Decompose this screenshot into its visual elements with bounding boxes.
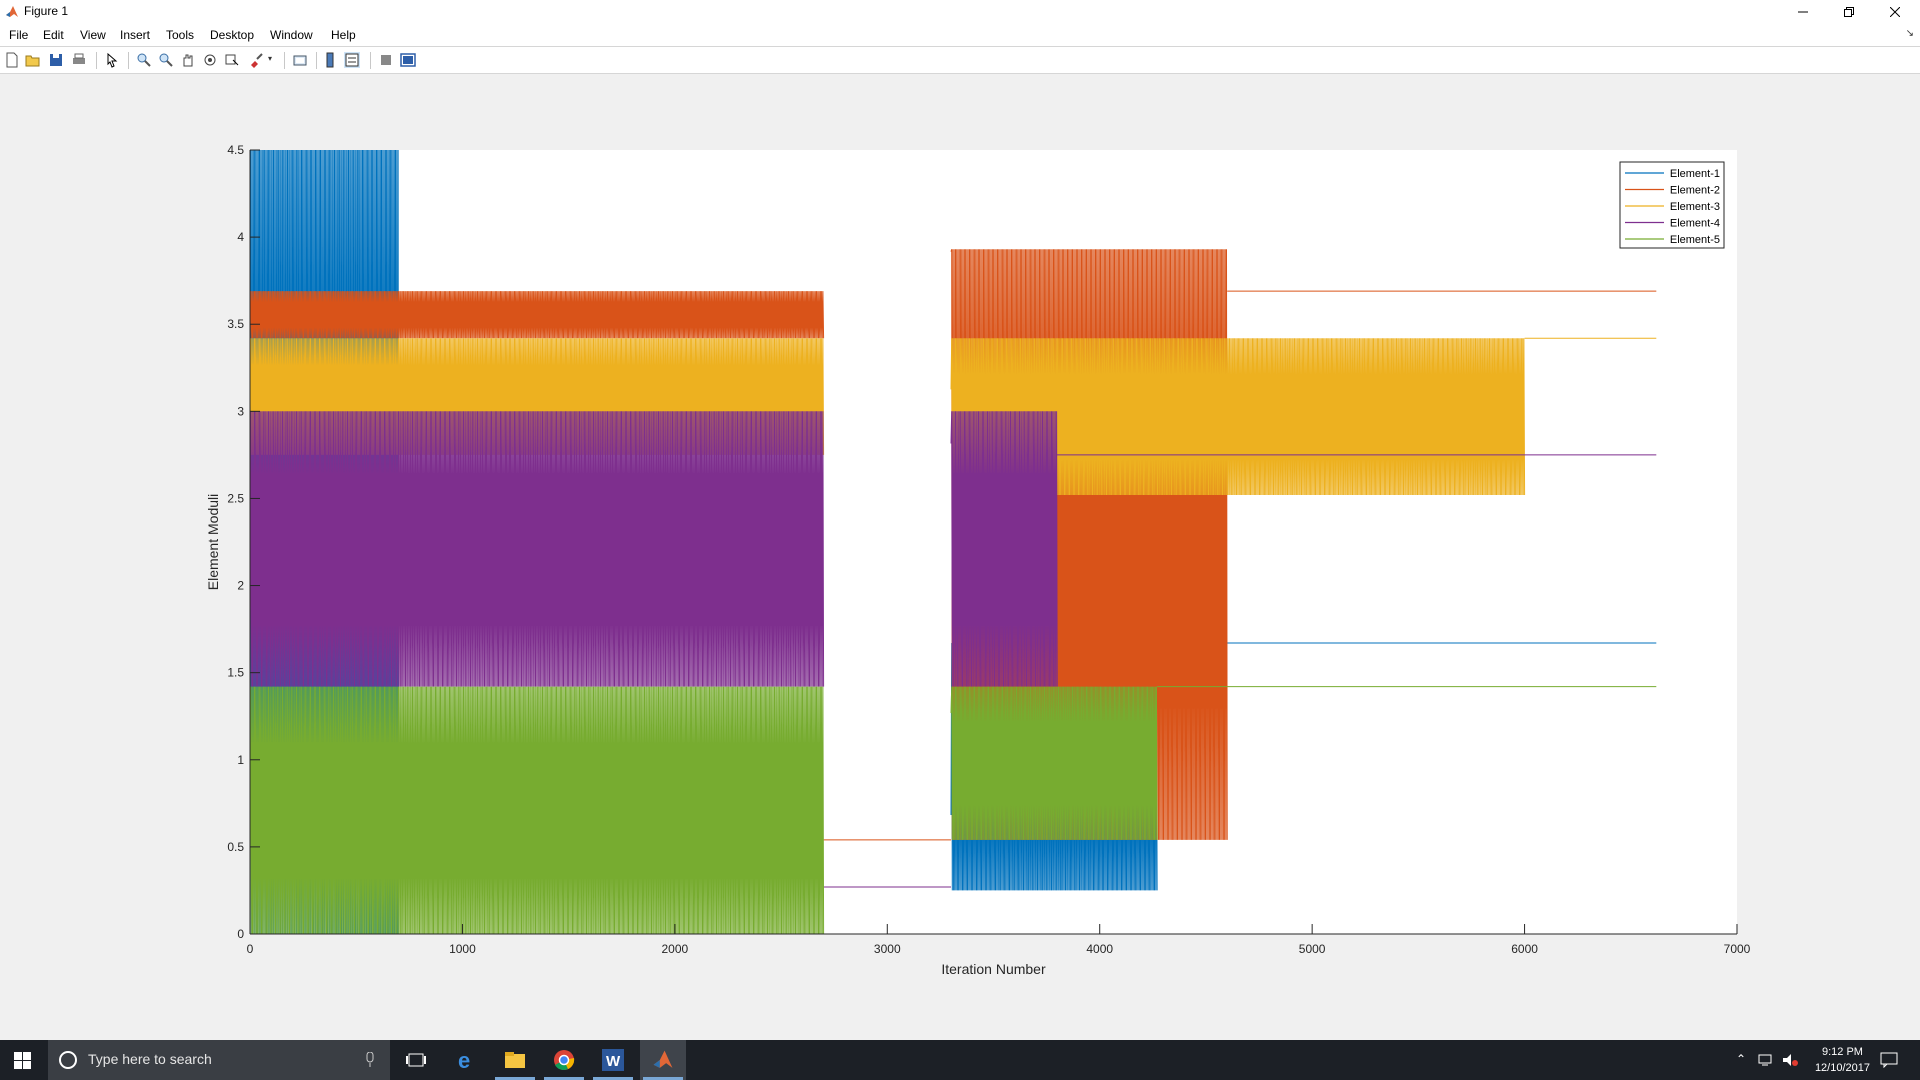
data-cursor-icon[interactable] <box>224 52 240 68</box>
open-file-icon[interactable] <box>25 52 41 68</box>
legend-label: Element-4 <box>1670 218 1720 230</box>
zoom-out-icon[interactable] <box>158 52 174 68</box>
y-tick-label: 0 <box>237 927 244 941</box>
minimize-icon <box>1798 11 1808 13</box>
restore-button[interactable] <box>1826 0 1872 24</box>
network-icon[interactable] <box>1758 1053 1774 1067</box>
x-tick-label: 5000 <box>1299 942 1326 956</box>
y-tick-label: 3 <box>237 404 244 418</box>
menu-edit[interactable]: Edit <box>43 28 64 42</box>
svg-text:W: W <box>606 1053 621 1070</box>
chrome-icon[interactable] <box>553 1049 575 1071</box>
menu-desktop[interactable]: Desktop <box>210 28 255 42</box>
y-tick-label: 1 <box>237 753 244 767</box>
menu-help[interactable]: Help <box>331 28 356 42</box>
menu-window[interactable]: Window <box>270 28 313 42</box>
undock-arrow-icon[interactable]: ↘ <box>1905 28 1914 39</box>
y-tick-label: 2 <box>237 579 244 593</box>
figure-canvas: 0 1000 2000 3000 4000 5000 6000 7000 0 0.5 1 1.5 2 2.… <box>0 74 1920 1040</box>
line-chart: 0 1000 2000 3000 4000 5000 6000 7000 0 0.5 1 1.5 2 2.… <box>205 143 1751 977</box>
colorbar-icon[interactable] <box>322 52 338 68</box>
taskbar-search-box[interactable]: Type here to search <box>48 1040 390 1080</box>
menu-tools[interactable]: Tools <box>166 28 195 42</box>
window-titlebar: Figure 1 <box>0 0 1920 24</box>
new-figure-icon[interactable] <box>4 52 20 68</box>
select-arrow-icon[interactable] <box>104 52 120 68</box>
word-icon[interactable]: W <box>602 1049 624 1071</box>
pan-hand-icon[interactable] <box>180 52 196 68</box>
series-element-4 <box>250 411 1657 888</box>
x-tick-label: 1000 <box>449 942 476 956</box>
y-axis-label: Element Moduli <box>205 494 221 591</box>
search-placeholder: Type here to search <box>88 1051 212 1067</box>
y-tick-label: 2.5 <box>227 491 244 505</box>
windows-start-icon[interactable] <box>14 1052 31 1069</box>
window-title: Figure 1 <box>24 4 69 18</box>
matlab-icon <box>653 1050 673 1068</box>
legend-label: Element-5 <box>1670 234 1720 246</box>
tray-chevron-icon[interactable]: ⌃ <box>1736 1052 1747 1066</box>
legend[interactable]: Element-1 Element-2 Element-3 Element-4 Elem… <box>1619 161 1725 249</box>
menu-insert[interactable]: Insert <box>120 28 151 42</box>
menu-view[interactable]: View <box>80 28 106 42</box>
rotate-3d-icon[interactable] <box>202 52 218 68</box>
close-icon <box>1890 7 1900 17</box>
matlab-taskbar-button[interactable] <box>640 1040 686 1080</box>
task-view-icon[interactable] <box>406 1052 426 1068</box>
series-line <box>250 411 1657 888</box>
series-line <box>250 337 1657 934</box>
menu-bar: File Edit View Insert Tools Desktop Wind… <box>0 24 1920 46</box>
x-tick-label: 0 <box>247 942 254 956</box>
y-tick-label: 1.5 <box>227 666 244 680</box>
minimize-button[interactable] <box>1780 0 1826 24</box>
brush-dropdown-icon[interactable]: ▾ <box>268 54 273 63</box>
restore-icon <box>1844 7 1854 17</box>
y-tick-label: 0.5 <box>227 840 244 854</box>
legend-label: Element-3 <box>1670 201 1720 213</box>
legend-label: Element-1 <box>1670 168 1720 180</box>
windows-taskbar: Type here to search e W ⌃ 9:12 PM 12/10/… <box>0 1040 1920 1080</box>
matlab-logo-icon <box>6 6 18 17</box>
legend-icon[interactable] <box>344 52 360 68</box>
clock-date: 12/10/2017 <box>1814 1062 1870 1074</box>
close-button[interactable] <box>1872 0 1918 24</box>
show-plot-tools-icon[interactable] <box>400 52 416 68</box>
print-icon[interactable] <box>71 52 87 68</box>
microphone-icon[interactable] <box>364 1052 376 1068</box>
zoom-in-icon[interactable] <box>136 52 152 68</box>
x-tick-label: 7000 <box>1724 942 1751 956</box>
volume-muted-icon[interactable] <box>1782 1053 1798 1067</box>
x-axis-label: Iteration Number <box>941 961 1046 977</box>
x-tick-label: 3000 <box>874 942 901 956</box>
edge-browser-icon[interactable]: e <box>456 1049 478 1071</box>
cortana-circle-icon <box>59 1051 77 1069</box>
link-plot-icon[interactable] <box>292 52 308 68</box>
hide-plot-tools-icon[interactable] <box>378 52 394 68</box>
x-tick-label: 6000 <box>1511 942 1538 956</box>
series-element-2 <box>250 249 1657 841</box>
y-tick-label: 3.5 <box>227 317 244 331</box>
save-icon[interactable] <box>48 52 64 68</box>
clock-time: 9:12 PM <box>1821 1046 1863 1058</box>
legend-box <box>1619 161 1725 249</box>
series-line <box>250 249 1657 841</box>
y-tick-label: 4 <box>237 230 244 244</box>
x-tick-label: 4000 <box>1086 942 1113 956</box>
brush-icon[interactable] <box>248 52 264 68</box>
x-tick-label: 2000 <box>662 942 689 956</box>
action-center-icon[interactable] <box>1880 1052 1898 1068</box>
menu-file[interactable]: File <box>9 28 29 42</box>
svg-text:e: e <box>458 1049 470 1071</box>
y-tick-label: 4.5 <box>227 143 244 157</box>
tray-clock[interactable]: 9:12 PM 12/10/2017 <box>1815 1044 1870 1076</box>
file-explorer-icon[interactable] <box>504 1050 526 1070</box>
figure-toolbar: ▾ <box>0 46 1920 74</box>
legend-label: Element-2 <box>1670 185 1720 197</box>
series-element-3 <box>250 337 1657 934</box>
